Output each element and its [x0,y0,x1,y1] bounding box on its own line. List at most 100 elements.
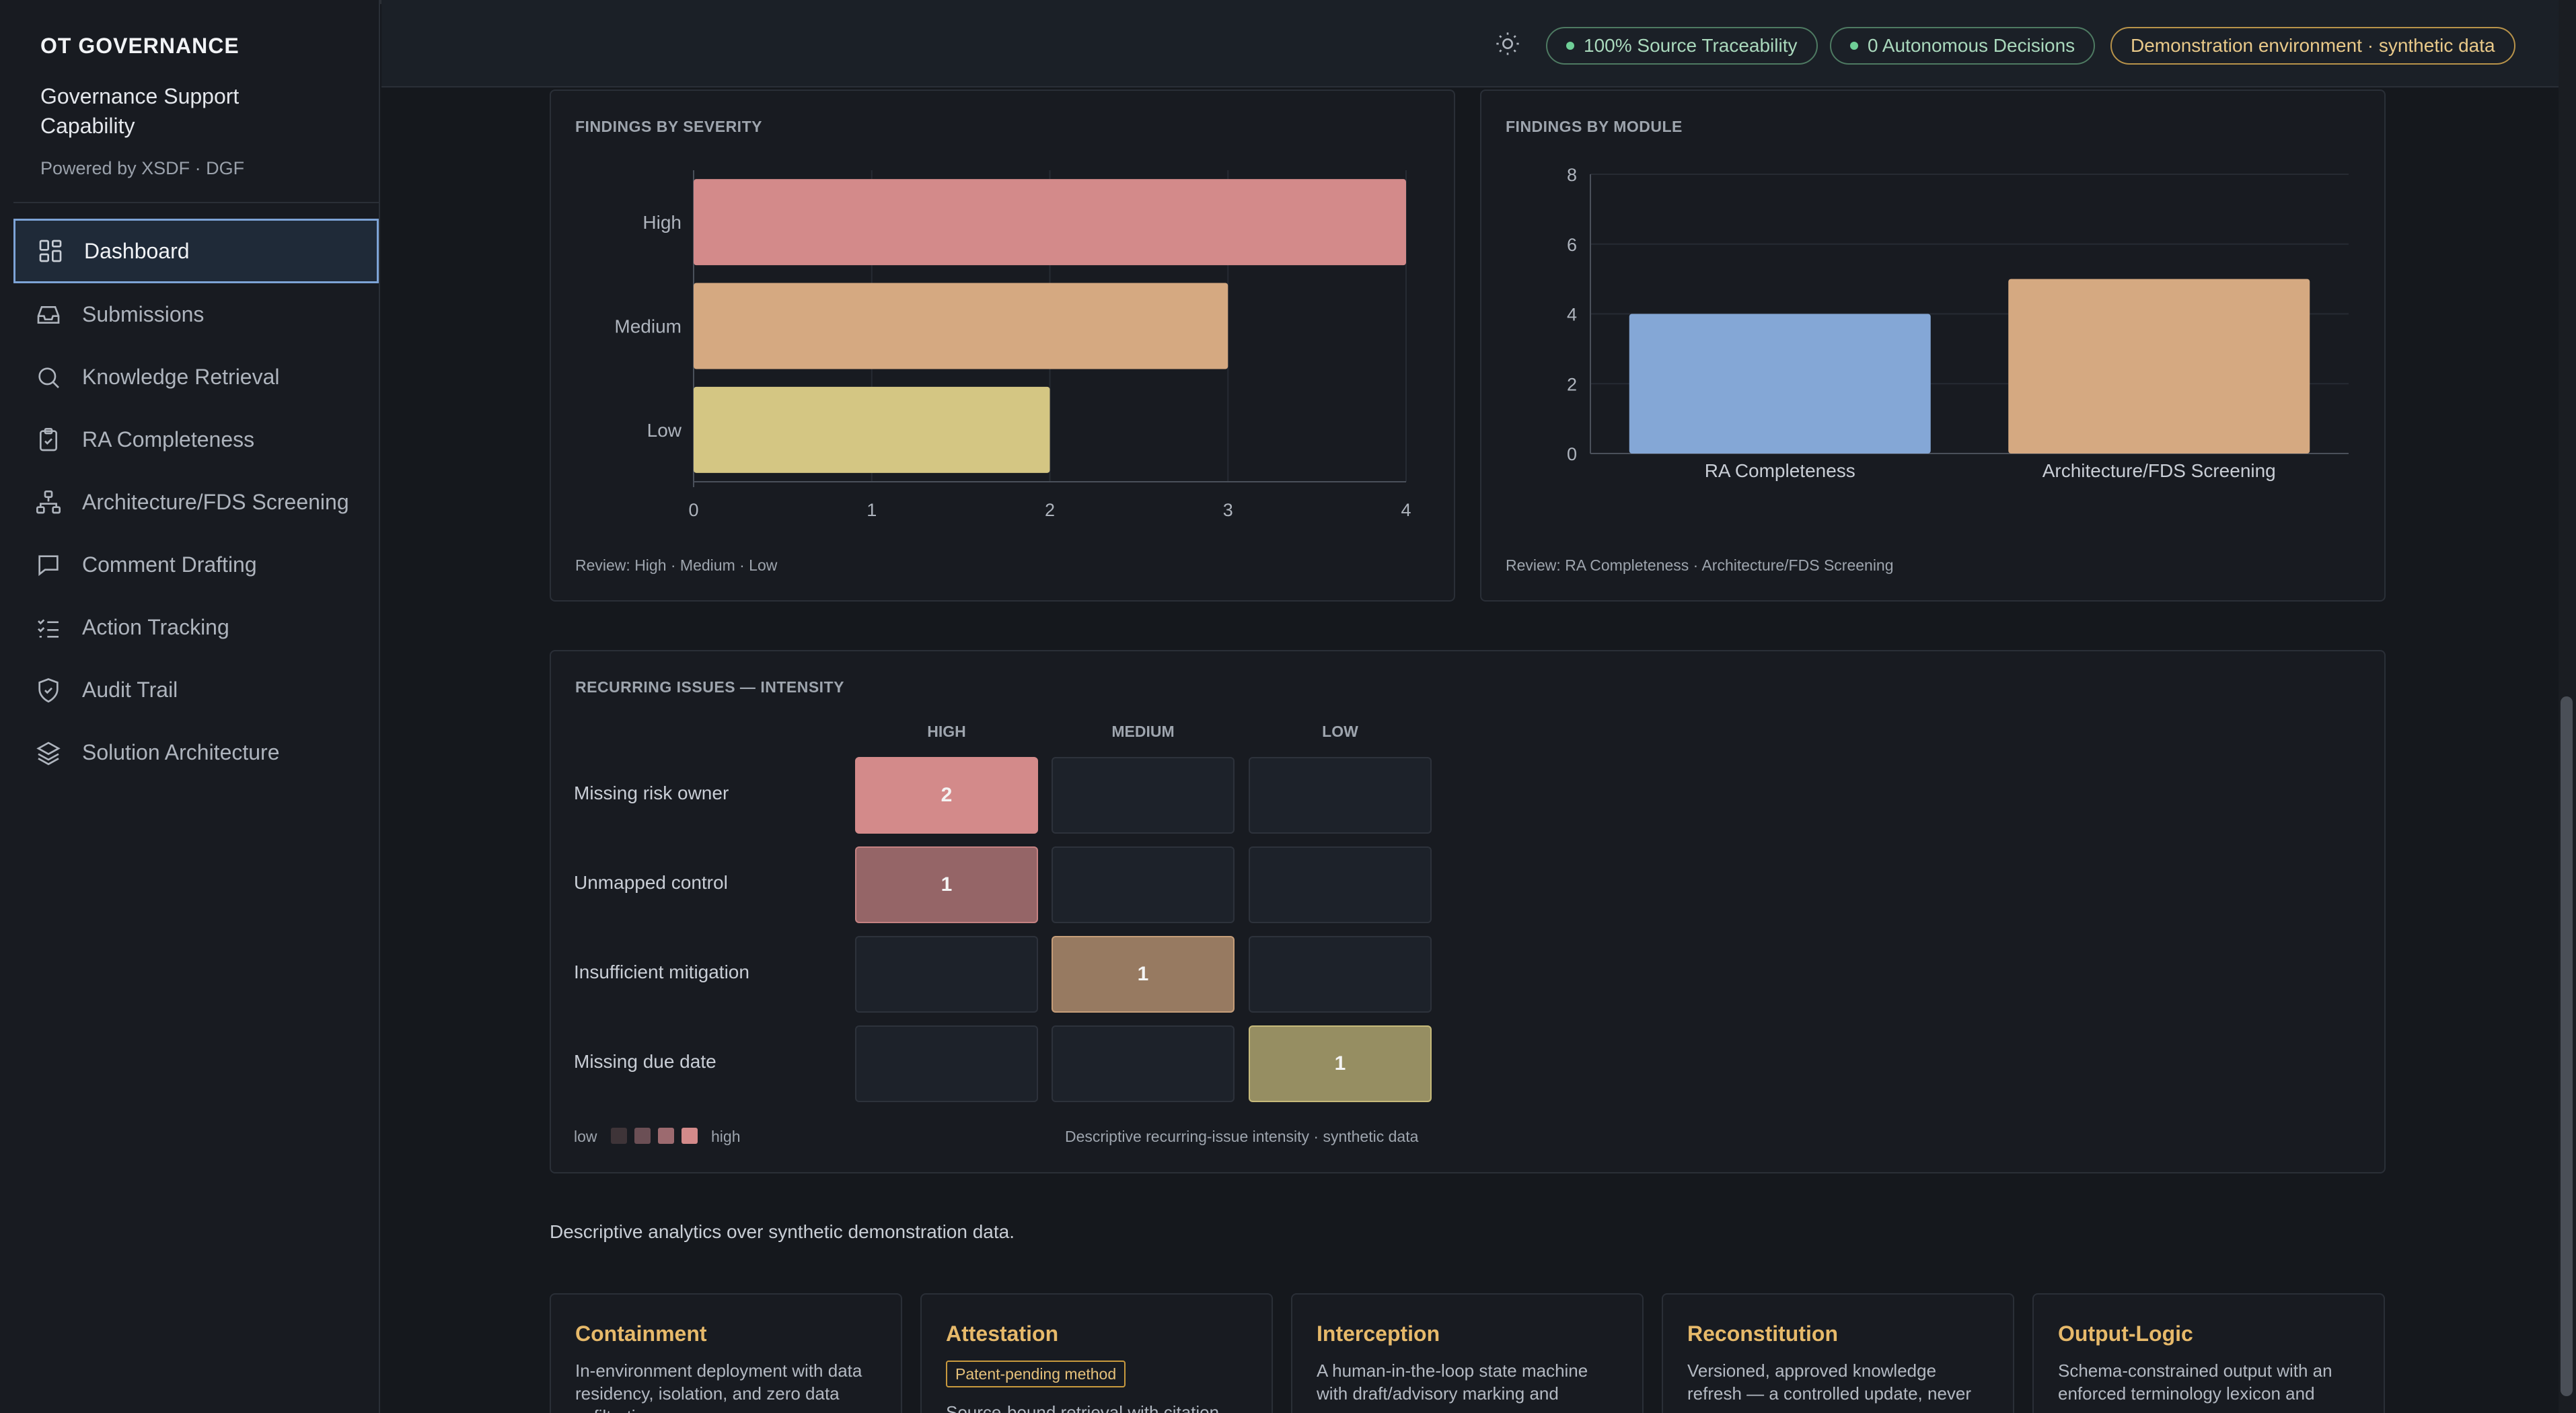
autonomous-decisions-badge: 0 Autonomous Decisions [1830,27,2096,65]
sidebar-item-dashboard[interactable]: Dashboard [13,219,379,283]
y-tick-label: 8 [1567,165,1577,185]
sidebar-item-audit-trail[interactable]: Audit Trail [13,659,379,721]
heatmap-cell [855,1025,1038,1102]
sidebar-item-knowledge-retrieval[interactable]: Knowledge Retrieval [13,346,379,408]
checklist-icon [35,614,62,641]
sidebar-item-ra-completeness[interactable]: RA Completeness [13,408,379,471]
sun-icon[interactable] [1494,30,1521,57]
heatmap-column-header: LOW [1322,723,1358,740]
environment-badge: Demonstration environment · synthetic da… [2110,27,2515,65]
sidebar-item-label: Audit Trail [82,678,178,702]
sidebar-item-label: RA Completeness [82,427,255,451]
heatmap-cell [1249,757,1432,834]
search-icon [35,364,62,391]
heatmap-cell: 1 [1249,1025,1432,1102]
x-tick-label: 2 [1045,500,1055,520]
module-chart-footnote: Review: RA Completeness · Architecture/F… [1506,556,1894,574]
pillar-card-containment[interactable]: Containment In-environment deployment wi… [550,1293,902,1413]
sidebar-item-label: Submissions [82,302,205,326]
pillar-card-reconstitution[interactable]: Reconstitution Versioned, approved knowl… [1662,1293,2014,1413]
y-tick-label: 4 [1567,305,1577,325]
y-tick-label: 6 [1567,235,1577,255]
bar-low[interactable] [694,386,1050,473]
traceability-badge: 100% Source Traceability [1546,27,1818,65]
sidebar-item-label: Dashboard [84,238,190,263]
brand-title: OT GOVERNANCE [40,34,240,58]
heatmap-legend-high: high [711,1128,741,1145]
heatmap-legend-swatch [634,1128,651,1144]
layers-icon [35,739,62,766]
heatmap-cell [855,936,1038,1013]
patent-pending-badge: Patent-pending method [946,1361,1126,1387]
scrollbar-thumb[interactable] [2561,696,2573,1396]
x-tick-label: Architecture/FDS Screening [2043,460,2276,481]
pillar-card-output-logic[interactable]: Output-Logic Schema-constrained output w… [2032,1293,2385,1413]
heatmap-cell [1249,936,1432,1013]
heatmap-legend-swatch [611,1128,627,1144]
sidebar-item-label: Architecture/FDS Screening [82,490,349,514]
pillar-text: Schema-constrained output with an enforc… [2058,1361,2332,1404]
pillar-card-interception[interactable]: Interception A human-in-the-loop state m… [1291,1293,1644,1413]
sidebar-item-action-tracking[interactable]: Action Tracking [13,596,379,659]
pillar-card-attestation[interactable]: Attestation Patent-pending method Source… [920,1293,1273,1413]
sidebar-item-comment-drafting[interactable]: Comment Drafting [13,534,379,596]
comment-icon [35,552,62,579]
pillar-title: Interception [1317,1321,1440,1346]
x-tick-label: 4 [1401,500,1411,520]
pillar-title: Reconstitution [1687,1321,1838,1346]
bar-medium[interactable] [694,283,1228,369]
sidebar-item-architecture-fds-screening[interactable]: Architecture/FDS Screening [13,471,379,534]
severity-chart-footnote: Review: High · Medium · Low [575,556,778,574]
x-tick-label: 3 [1223,500,1233,520]
analytics-description: Descriptive analytics over synthetic dem… [550,1221,1015,1242]
pillar-text: Versioned, approved knowledge refresh — … [1687,1361,1972,1404]
heatmap-cell: 1 [855,846,1038,923]
heatmap-cell [1052,757,1235,834]
module-bar-chart: 0 2 4 6 8 RA Completeness Architecture/FDS Scr… [1567,165,2349,481]
heatmap-note: Descriptive recurring-issue intensity · … [1065,1128,1419,1145]
brand-powered-by: Powered by XSDF · DGF [40,158,245,178]
bar-high[interactable] [694,179,1406,266]
severity-bar-chart: 0 1 2 3 4 High Medium Low [614,170,1411,520]
heatmap-column-header: MEDIUM [1111,723,1175,740]
sidebar-item-solution-architecture[interactable]: Solution Architecture [13,721,379,784]
y-tick-label: 0 [1567,444,1577,464]
severity-chart-title: FINDINGS BY SEVERITY [575,118,762,135]
brand: OT GOVERNANCE Governance Support Capabil… [0,0,379,179]
pillar-text: In-environment deployment with data resi… [575,1361,862,1413]
network-icon [35,489,62,516]
pillar-title: Containment [575,1321,707,1346]
autonomous-decisions-badge-label: 0 Autonomous Decisions [1868,35,2075,56]
heatmap-legend-swatch [682,1128,698,1144]
sidebar-item-submissions[interactable]: Submissions [13,283,379,346]
sidebar-item-label: Comment Drafting [82,552,257,577]
sidebar-item-label: Action Tracking [82,615,229,639]
heatmap-cell [1052,1025,1235,1102]
x-tick-label: 1 [867,500,877,520]
status-dot-icon [1850,42,1858,50]
heatmap-row-label: Insufficient mitigation [574,962,749,982]
y-tick-label: 2 [1567,374,1577,394]
heatmap-cell: 1 [1052,936,1235,1013]
heatmap-column-header: HIGH [927,723,966,740]
heatmap-row-label: Missing risk owner [574,783,729,803]
heatmap-title: RECURRING ISSUES — INTENSITY [575,678,844,696]
pillar-text: Source-bound retrieval with citation [946,1402,1220,1413]
status-dot-icon [1566,42,1574,50]
bar-module-0[interactable] [1629,314,1931,454]
heatmap-cell [1052,846,1235,923]
y-tick-label: Medium [614,316,682,337]
heatmap-row-label: Missing due date [574,1051,716,1072]
heatmap-legend-low: low [574,1128,597,1145]
heatmap-cell [1249,846,1432,923]
sidebar-nav: Dashboard Submissions Knowledge Retrieva… [13,219,379,784]
heatmap-legend-swatch [658,1128,674,1144]
heatmap-cell: 2 [855,757,1038,834]
pillar-title: Attestation [946,1321,1059,1346]
x-tick-label: RA Completeness [1705,460,1855,481]
bar-module-1[interactable] [2008,279,2310,454]
inbox-icon [35,301,62,328]
shield-check-icon [35,677,62,704]
sidebar-divider [13,202,379,203]
sidebar: OT GOVERNANCE Governance Support Capabil… [0,0,380,1413]
